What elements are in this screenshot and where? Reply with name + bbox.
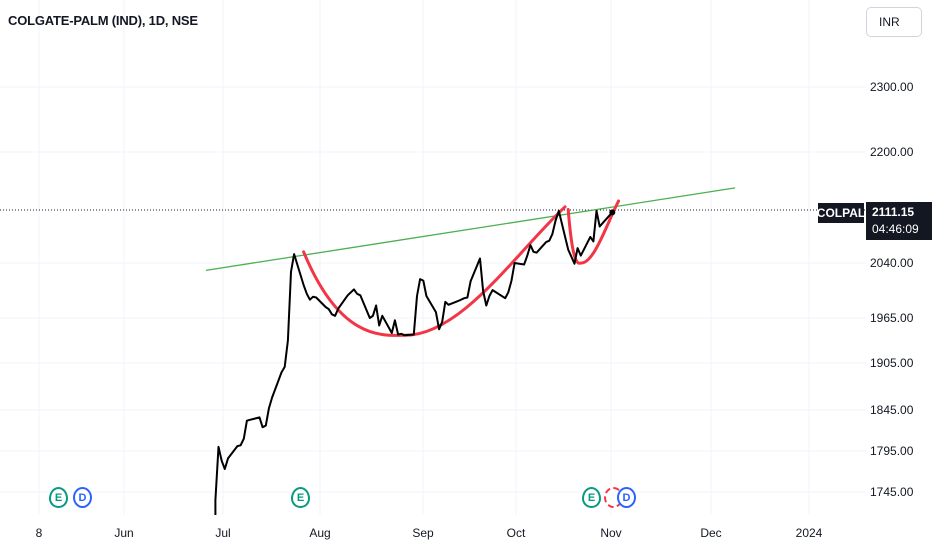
currency-selector[interactable]: INR [866, 7, 922, 37]
last-price-point [609, 209, 616, 216]
earnings-icon[interactable]: E [582, 487, 601, 508]
time-label-aug: Aug [309, 526, 331, 540]
last-price-value: 2111.15 [872, 205, 915, 219]
symbol-title[interactable]: COLGATE-PALM (IND), 1D, NSE [8, 13, 198, 28]
time-label-8: 8 [35, 526, 43, 540]
time-label-nov: Nov [600, 526, 622, 540]
ticker-tag: COLPAL [817, 203, 865, 223]
dividend-icon[interactable]: D [73, 487, 92, 508]
price-label-2040: 2040.00 [870, 256, 914, 270]
bar-countdown: 04:46:09 [872, 222, 919, 236]
price-label-1745: 1745.00 [870, 485, 914, 499]
dividend-icon[interactable]: D [617, 487, 636, 508]
earnings-icon[interactable]: E [291, 487, 310, 508]
price-label-2200: 2200.00 [870, 145, 914, 159]
price-series-line [214, 209, 614, 515]
price-label-2300: 2300.00 [870, 80, 914, 94]
time-label-jul: Jul [215, 526, 231, 540]
time-label-jun: Jun [114, 526, 134, 540]
handle-pattern-curve[interactable] [566, 199, 621, 265]
last-price-tag: 2111.15 04:46:09 [866, 202, 932, 240]
currency-label: INR [879, 15, 900, 29]
resistance-trendline[interactable] [205, 187, 736, 271]
time-label-oct: Oct [506, 526, 526, 540]
price-label-1905: 1905.00 [870, 356, 914, 370]
grid-lines [0, 0, 866, 515]
price-label-1795: 1795.00 [870, 444, 914, 458]
time-label-2024: 2024 [795, 526, 823, 540]
price-label-1965: 1965.00 [870, 311, 914, 325]
earnings-icon[interactable]: E [49, 487, 68, 508]
price-label-1845: 1845.00 [870, 403, 914, 417]
cup-pattern-curve[interactable] [302, 205, 567, 337]
time-label-sep: Sep [412, 526, 434, 540]
time-label-dec: Dec [700, 526, 722, 540]
